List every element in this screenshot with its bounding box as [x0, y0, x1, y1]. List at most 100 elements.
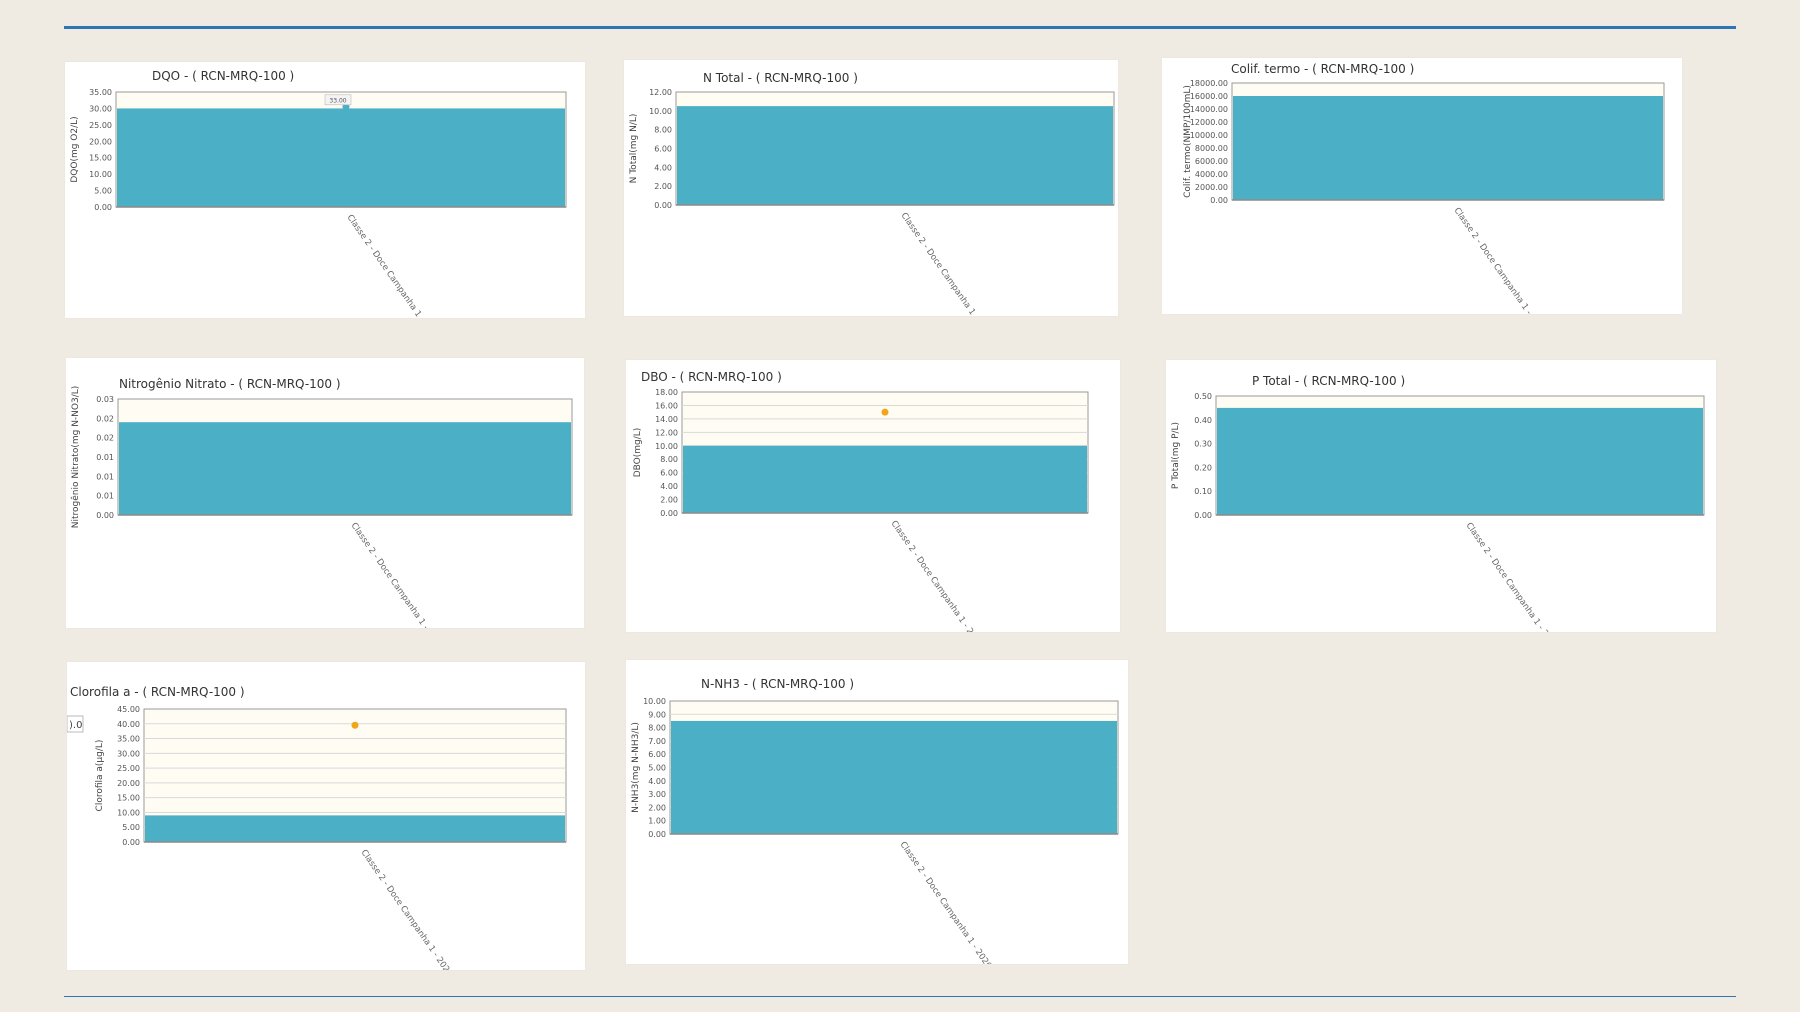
- y-tick-label: 9.00: [648, 710, 666, 719]
- y-tick-label: 0.40: [1194, 416, 1212, 425]
- y-tick-label: 2.00: [654, 182, 672, 191]
- y-tick-label: 45.00: [117, 705, 140, 714]
- y-tick-label: 6.00: [648, 750, 666, 759]
- y-axis-label: Clorofila a(µg/L): [95, 740, 105, 812]
- chart-panel: 0.00 0.10 0.20 0.30 0.40 0.50 P Total - ( RCN-…: [1166, 360, 1716, 632]
- y-tick-label: 0.00: [654, 201, 672, 210]
- bar[interactable]: [677, 106, 1113, 205]
- y-tick-label: 10000.00: [1190, 131, 1228, 140]
- chart-title: Nitrogênio Nitrato - ( RCN-MRQ-100 ): [119, 377, 341, 391]
- y-tick-label: 10.00: [655, 442, 678, 451]
- y-tick-label: 14000.00: [1190, 105, 1228, 114]
- y-axis-label: DQO(mg O2/L): [70, 116, 80, 182]
- chart-panel: 0.00 1.00 2.00 3.00 4.00 5.00 6.00 7.00 8.00 9.00…: [626, 660, 1128, 964]
- y-tick-label: 8.00: [648, 724, 666, 733]
- y-tick-label: 12000.00: [1190, 118, 1228, 127]
- y-tick-label: 2.00: [660, 496, 678, 505]
- chart-title: N-NH3 - ( RCN-MRQ-100 ): [701, 677, 854, 691]
- y-tick-label: 5.00: [94, 187, 112, 196]
- y-tick-label: 6.00: [660, 469, 678, 478]
- chart-title: N Total - ( RCN-MRQ-100 ): [703, 71, 858, 85]
- y-tick-label: 4.00: [660, 482, 678, 491]
- bar[interactable]: [117, 108, 565, 207]
- data-point[interactable]: [351, 721, 359, 729]
- x-category-label: Classe 2 - Doce Campanha 1 - 2020: [898, 840, 994, 964]
- y-tick-label: 14.00: [655, 415, 678, 424]
- y-tick-label: 0.00: [1194, 511, 1212, 520]
- y-tick-label: 10.00: [649, 107, 672, 116]
- y-tick-label: 15.00: [89, 154, 112, 163]
- y-tick-label: 0.00: [1210, 196, 1228, 205]
- chart-title: DQO - ( RCN-MRQ-100 ): [152, 69, 294, 83]
- y-tick-label: 20.00: [117, 779, 140, 788]
- y-tick-label: 4.00: [648, 777, 666, 786]
- y-tick-label: 0.01: [96, 472, 114, 481]
- bar[interactable]: [1217, 407, 1703, 515]
- y-tick-label: 0.01: [96, 453, 114, 462]
- x-category-label: Classe 2 - Doce Campanha 1 - 2020: [359, 848, 455, 970]
- bar[interactable]: [683, 445, 1087, 513]
- chart-panel: 0.00 2.00 4.00 6.00 8.00 10.00 12.00 14.00 16.00…: [626, 360, 1120, 632]
- bar[interactable]: [1233, 96, 1663, 200]
- chart-svg: 0.00 5.00 10.00 15.00 20.00 25.00 30.00 35.00 40…: [67, 685, 567, 970]
- y-tick-label: 2.00: [648, 803, 666, 812]
- y-tick-label: 0.00: [96, 511, 114, 520]
- y-axis-label: Nitrogênio Nitrato(mg N-NO3/L): [70, 386, 81, 529]
- y-tick-label: 12.00: [649, 88, 672, 97]
- y-tick-label: 7.00: [648, 737, 666, 746]
- x-category-label: Classe 2 - Doce Campanha 1 - 2020: [345, 213, 441, 318]
- bar[interactable]: [671, 720, 1117, 834]
- tooltip: 33.00: [324, 94, 352, 106]
- y-axis-label: P Total(mg P/L): [1171, 422, 1181, 489]
- y-tick-label: 30.00: [89, 104, 112, 113]
- bar[interactable]: [119, 422, 571, 515]
- y-tick-label: 18.00: [655, 388, 678, 397]
- y-tick-label: 1.00: [648, 817, 666, 826]
- y-tick-label: 35.00: [117, 735, 140, 744]
- y-tick-label: 0.00: [94, 203, 112, 212]
- y-axis-label: N-NH3(mg N-NH3/L): [631, 722, 641, 813]
- y-tick-label: 0.00: [648, 830, 666, 839]
- chart-panel: 0.00 0.01 0.01 0.01 0.02 0.02 0.03 Nitrogênio N…: [66, 358, 584, 628]
- y-axis-label: Colif. termo(NMP/100mL): [1183, 85, 1193, 198]
- y-tick-label: 15.00: [117, 794, 140, 803]
- y-tick-label: 2000.00: [1195, 183, 1228, 192]
- bar[interactable]: [145, 815, 565, 842]
- y-tick-label: 35.00: [89, 88, 112, 97]
- badge-box: [67, 715, 84, 733]
- y-tick-label: 6000.00: [1195, 157, 1228, 166]
- y-tick-label: 16.00: [655, 401, 678, 410]
- y-tick-label: 30.00: [117, 749, 140, 758]
- chart-svg: 0.00 1.00 2.00 3.00 4.00 5.00 6.00 7.00 8.00 9.00…: [631, 677, 1119, 964]
- y-tick-label: 8000.00: [1195, 144, 1228, 153]
- y-tick-label: 5.00: [122, 823, 140, 832]
- y-tick-label: 8.00: [660, 455, 678, 464]
- y-tick-label: 4000.00: [1195, 170, 1228, 179]
- chart-svg: 0.00 0.01 0.01 0.01 0.02 0.02 0.03 Nitrogênio N…: [70, 377, 573, 628]
- x-category-label: Classe 2 - Doce Campanha 1 - 2020: [1464, 521, 1560, 632]
- y-tick-label: 0.20: [1194, 463, 1212, 472]
- top-rule: [64, 26, 1736, 29]
- x-category-label: Classe 2 - Doce Campanha 1 - 2020: [1452, 206, 1548, 314]
- y-tick-label: 25.00: [89, 121, 112, 130]
- x-category-label: Classe 2 - Doce Campanha 1 - 2020: [899, 211, 995, 316]
- y-tick-label: 0.00: [122, 838, 140, 847]
- y-tick-label: 0.10: [1194, 487, 1212, 496]
- data-point[interactable]: [881, 408, 889, 416]
- y-tick-label: 40.00: [117, 720, 140, 729]
- y-tick-label: 10.00: [89, 170, 112, 179]
- chart-svg: 0.00 2000.00 4000.00 6000.00 8000.00 10000.00…: [1183, 62, 1665, 314]
- y-tick-label: 0.30: [1194, 440, 1212, 449]
- y-tick-label: 0.03: [96, 395, 114, 404]
- y-axis-label: N Total(mg N/L): [629, 114, 639, 184]
- y-tick-label: 16000.00: [1190, 92, 1228, 101]
- chart-title: DBO - ( RCN-MRQ-100 ): [641, 370, 782, 384]
- tooltip-text: 33.00: [329, 97, 346, 104]
- chart-svg: 0.00 2.00 4.00 6.00 8.00 10.00 12.00 N Total - …: [629, 71, 1115, 316]
- y-tick-label: 0.01: [96, 492, 114, 501]
- bottom-rule: [64, 996, 1736, 997]
- x-category-label: Classe 2 - Doce Campanha 1 - 2020: [349, 521, 445, 628]
- chart-title: P Total - ( RCN-MRQ-100 ): [1252, 374, 1405, 388]
- chart-panel: 0.00 5.00 10.00 15.00 20.00 25.00 30.00 35.00 33…: [65, 62, 585, 318]
- x-category-label: Classe 2 - Doce Campanha 1 - 2020: [889, 519, 985, 632]
